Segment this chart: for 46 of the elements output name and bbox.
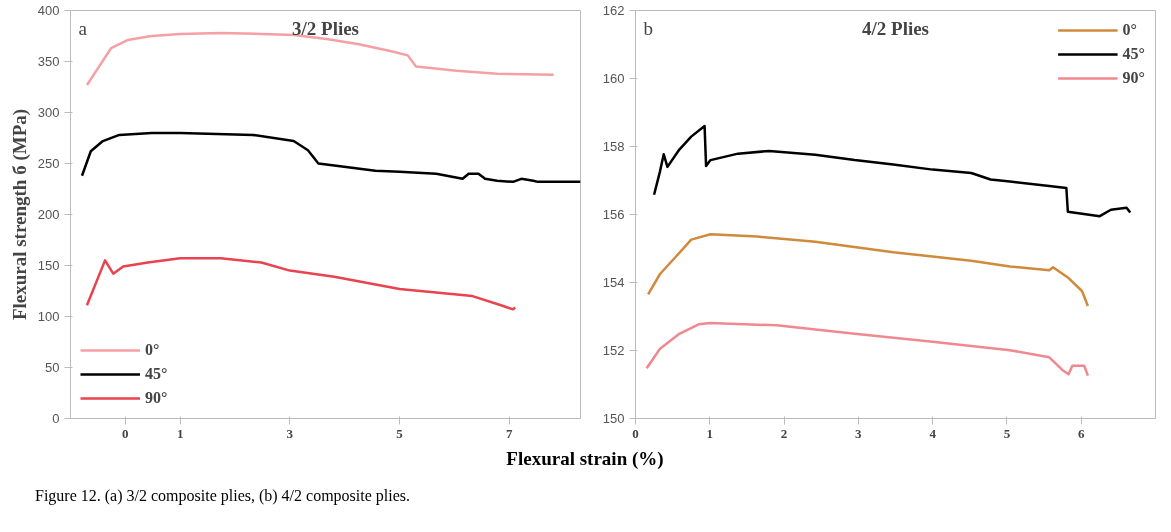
x-tick-label: 7 <box>505 425 513 441</box>
line-series <box>652 124 1132 218</box>
y-tick-label: 152 <box>602 343 625 358</box>
y-tick-label: 158 <box>602 139 625 154</box>
legend-label: 90° <box>1122 69 1145 87</box>
y-tick-label: 160 <box>602 71 625 86</box>
line-series <box>646 232 1090 308</box>
x-axis-title: Flexural strain (%) <box>506 447 664 471</box>
y-tick-label: 156 <box>602 207 625 222</box>
y-tick-label: 154 <box>602 275 625 290</box>
x-tick-label: 0 <box>122 425 129 441</box>
x-tick-label: 6 <box>1077 425 1085 441</box>
x-tick-label: 1 <box>176 425 184 441</box>
legend-label: 90° <box>145 389 168 407</box>
y-tick-label: 0 <box>52 411 60 426</box>
x-tick-label: 3 <box>855 425 863 441</box>
x-tick-label: 2 <box>780 425 788 441</box>
annotation: a <box>78 17 88 39</box>
x-tick-label: 5 <box>1003 425 1011 441</box>
line-series <box>80 131 581 184</box>
x-tick-label: 5 <box>396 425 404 441</box>
x-tick-label: 4 <box>929 425 937 441</box>
x-tick-label: 1 <box>706 425 714 441</box>
y-axis-title: Flexural strength б (MPa) <box>8 108 31 321</box>
legend-label: 45° <box>145 365 168 383</box>
y-tick-label: 250 <box>37 156 60 171</box>
y-tick-label: 300 <box>37 105 60 120</box>
y-tick-label: 400 <box>37 3 60 18</box>
legend-label: 0° <box>1122 21 1138 39</box>
y-tick-label: 150 <box>37 258 60 273</box>
line-series <box>85 257 517 311</box>
line-series <box>645 321 1090 377</box>
y-tick-label: 350 <box>37 54 60 69</box>
y-tick-label: 200 <box>37 207 60 222</box>
y-tick-label: 150 <box>602 411 625 426</box>
y-tick-label: 100 <box>37 309 60 324</box>
y-tick-label: 162 <box>602 3 625 18</box>
chart-title: 4/2 Plies <box>861 17 930 39</box>
legend-label: 45° <box>1122 45 1145 63</box>
y-tick-label: 50 <box>45 360 60 375</box>
x-tick-label: 0 <box>632 425 639 441</box>
chart-title: 3/2 Plies <box>291 17 360 39</box>
caption: Figure 12. (a) 3/2 composite plies, (b) 4/2 composite plies. <box>35 486 411 507</box>
x-tick-label: 3 <box>286 425 294 441</box>
annotation: b <box>643 17 653 39</box>
legend-label: 0° <box>145 341 161 359</box>
